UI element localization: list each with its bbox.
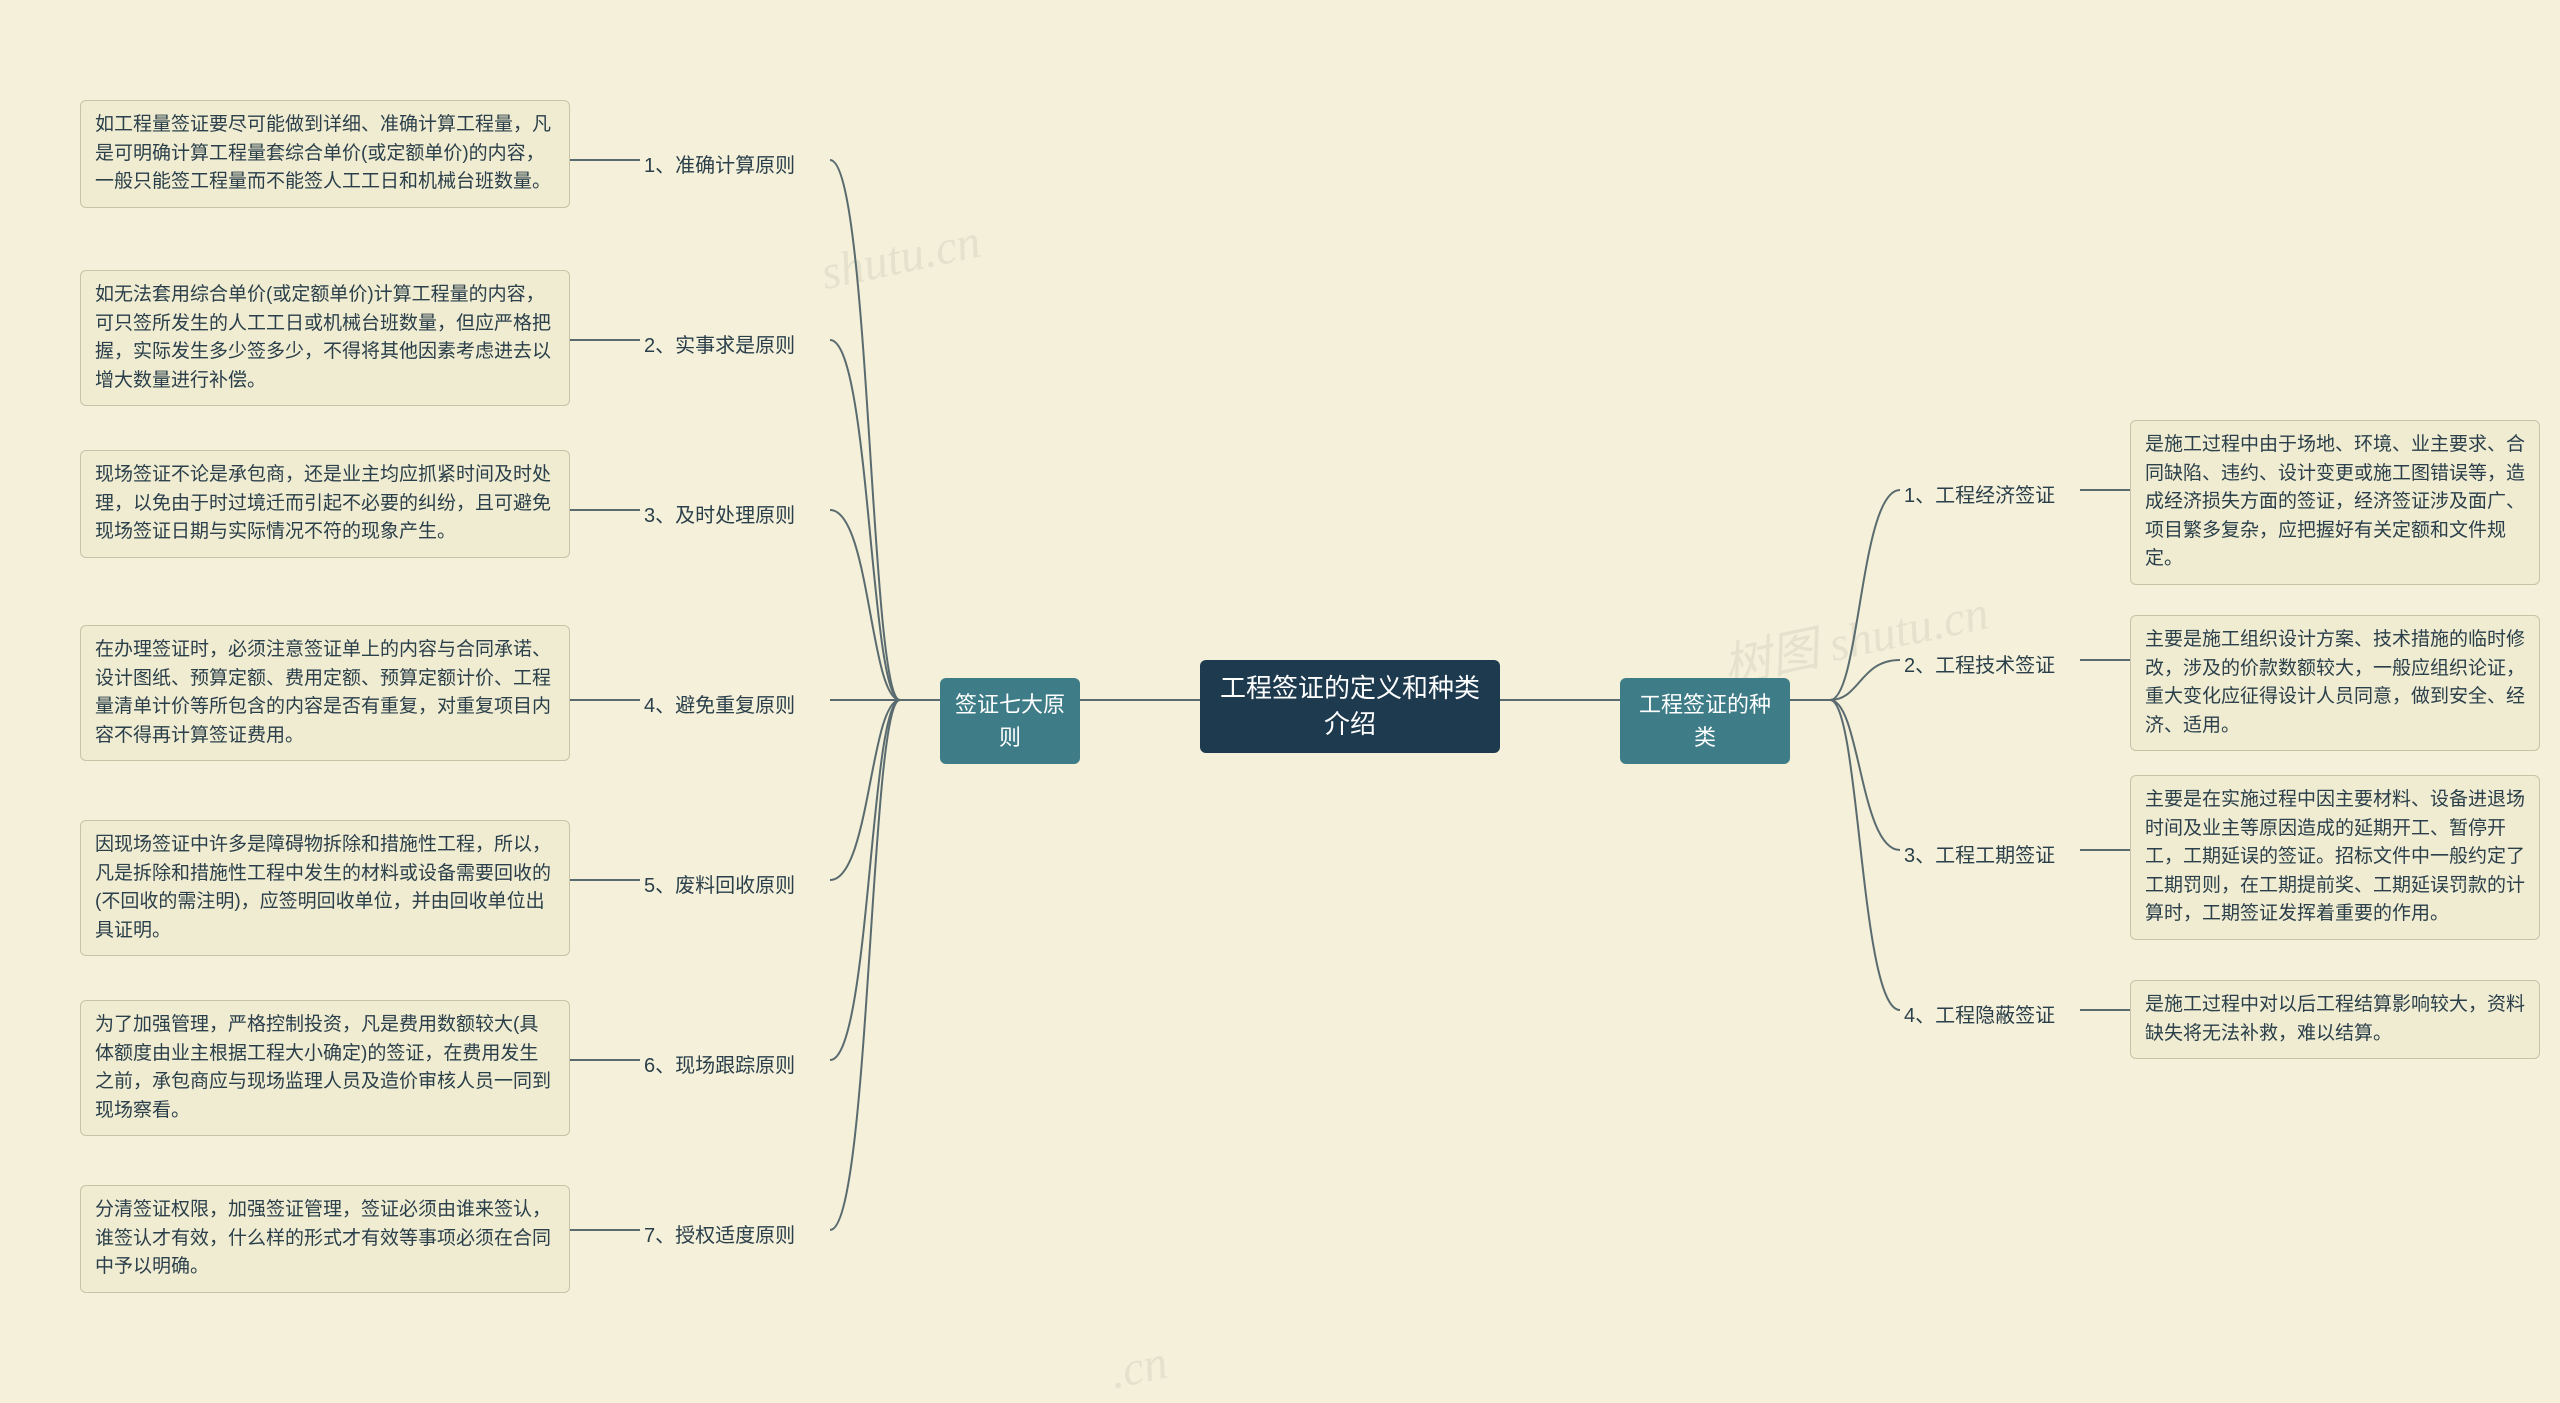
- left-leaf-6: 为了加强管理，严格控制投资，凡是费用数额较大(具体额度由业主根据工程大小确定)的…: [80, 1000, 570, 1136]
- right-mid-4[interactable]: 4、工程隐蔽签证: [1900, 995, 2080, 1037]
- right-mid-3[interactable]: 3、工程工期签证: [1900, 835, 2080, 877]
- left-mid-5[interactable]: 5、废料回收原则: [640, 865, 830, 907]
- left-leaf-7: 分清签证权限，加强签证管理，签证必须由谁来签认，谁签认才有效，什么样的形式才有效…: [80, 1185, 570, 1293]
- left-leaf-2: 如无法套用综合单价(或定额单价)计算工程量的内容，可只签所发生的人工工日或机械台…: [80, 270, 570, 406]
- right-leaf-3: 主要是在实施过程中因主要材料、设备进退场时间及业主等原因造成的延期开工、暂停开工…: [2130, 775, 2540, 940]
- right-leaf-4: 是施工过程中对以后工程结算影响较大，资料缺失将无法补救，难以结算。: [2130, 980, 2540, 1059]
- left-branch-node[interactable]: 签证七大原则: [940, 678, 1080, 764]
- left-mid-3[interactable]: 3、及时处理原则: [640, 495, 830, 537]
- right-mid-2[interactable]: 2、工程技术签证: [1900, 645, 2080, 687]
- root-node[interactable]: 工程签证的定义和种类介绍: [1200, 660, 1500, 753]
- watermark-2: shutu.cn: [816, 214, 985, 301]
- left-leaf-3: 现场签证不论是承包商，还是业主均应抓紧时间及时处理，以免由于时过境迁而引起不必要…: [80, 450, 570, 558]
- left-mid-2[interactable]: 2、实事求是原则: [640, 325, 830, 367]
- left-mid-4[interactable]: 4、避免重复原则: [640, 685, 830, 727]
- left-leaf-1: 如工程量签证要尽可能做到详细、准确计算工程量，凡是可明确计算工程量套综合单价(或…: [80, 100, 570, 208]
- right-mid-1[interactable]: 1、工程经济签证: [1900, 475, 2080, 517]
- left-leaf-4: 在办理签证时，必须注意签证单上的内容与合同承诺、设计图纸、预算定额、费用定额、预…: [80, 625, 570, 761]
- left-leaf-5: 因现场签证中许多是障碍物拆除和措施性工程，所以，凡是拆除和措施性工程中发生的材料…: [80, 820, 570, 956]
- right-leaf-2: 主要是施工组织设计方案、技术措施的临时修改，涉及的价款数额较大，一般应组织论证，…: [2130, 615, 2540, 751]
- left-mid-6[interactable]: 6、现场跟踪原则: [640, 1045, 830, 1087]
- right-branch-node[interactable]: 工程签证的种类: [1620, 678, 1790, 764]
- right-leaf-1: 是施工过程中由于场地、环境、业主要求、合同缺陷、违约、设计变更或施工图错误等，造…: [2130, 420, 2540, 585]
- left-mid-7[interactable]: 7、授权适度原则: [640, 1215, 830, 1257]
- watermark-4: .cn: [1105, 1335, 1172, 1401]
- left-mid-1[interactable]: 1、准确计算原则: [640, 145, 830, 187]
